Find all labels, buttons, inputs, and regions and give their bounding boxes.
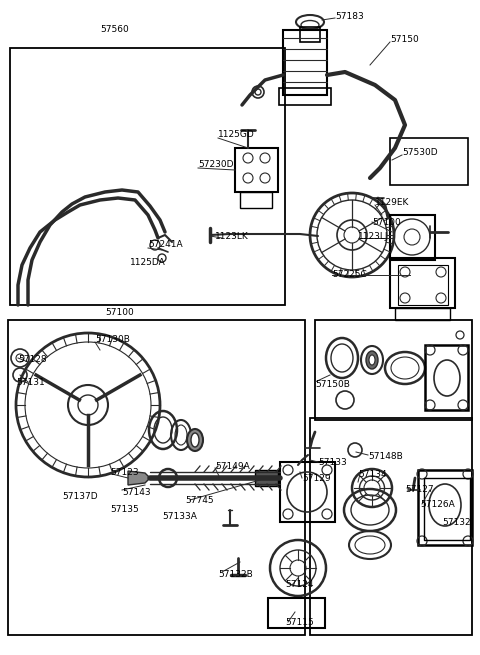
Bar (310, 418, 472, 635)
Text: 1129EK: 1129EK (375, 198, 409, 207)
Text: 57225C: 57225C (332, 270, 367, 279)
Text: 57150B: 57150B (315, 380, 350, 389)
Bar (390, 138, 468, 185)
Bar (390, 258, 455, 308)
Bar (395, 308, 450, 320)
Polygon shape (128, 471, 150, 485)
Text: 57241A: 57241A (148, 240, 182, 249)
Bar (8, 320, 305, 635)
Bar (255, 470, 278, 486)
Bar (240, 192, 272, 208)
Bar (235, 148, 278, 192)
Text: 57132: 57132 (442, 518, 470, 527)
Text: 57100: 57100 (372, 218, 401, 227)
Ellipse shape (191, 433, 199, 447)
Bar (424, 478, 470, 540)
Text: 57137D: 57137D (62, 492, 97, 501)
Bar (390, 215, 435, 260)
Bar (279, 88, 331, 105)
Text: 1125DA: 1125DA (130, 258, 166, 267)
Bar (10, 48, 285, 305)
Text: 57183: 57183 (335, 12, 364, 21)
Text: 1123LJ: 1123LJ (358, 232, 388, 241)
Text: 57129: 57129 (302, 474, 331, 483)
Text: 57148B: 57148B (368, 452, 403, 461)
Text: 57150: 57150 (390, 35, 419, 44)
Bar (300, 27, 320, 42)
Text: 57128: 57128 (18, 355, 47, 364)
Bar (280, 462, 335, 522)
Text: 57115: 57115 (285, 618, 314, 627)
Text: 1123LK: 1123LK (215, 232, 249, 241)
Text: 57133A: 57133A (162, 512, 197, 521)
Text: 57100: 57100 (105, 308, 134, 317)
Ellipse shape (187, 429, 203, 451)
Ellipse shape (366, 351, 378, 369)
Text: 57135: 57135 (110, 505, 139, 514)
Bar (418, 470, 472, 545)
Text: 57143: 57143 (122, 488, 151, 497)
Bar (425, 345, 468, 410)
Text: 57134: 57134 (358, 470, 386, 479)
Text: 57127: 57127 (405, 485, 433, 494)
Text: 57745: 57745 (185, 496, 214, 505)
Text: 1125GD: 1125GD (218, 130, 255, 139)
Text: 57130B: 57130B (95, 335, 130, 344)
Text: 57560: 57560 (100, 25, 129, 34)
Text: 57230D: 57230D (198, 160, 233, 169)
Ellipse shape (369, 355, 375, 365)
Bar (315, 320, 472, 420)
Text: 57133: 57133 (318, 458, 347, 467)
Text: 57132B: 57132B (218, 570, 253, 579)
Text: 57131: 57131 (16, 378, 45, 387)
Text: 57126A: 57126A (420, 500, 455, 509)
Bar (283, 30, 327, 95)
Text: 57149A: 57149A (215, 462, 250, 471)
Text: 57123: 57123 (110, 468, 139, 477)
Text: 57530D: 57530D (402, 148, 438, 157)
Bar (398, 265, 448, 305)
Bar (268, 598, 325, 628)
Text: 57124: 57124 (285, 580, 313, 589)
